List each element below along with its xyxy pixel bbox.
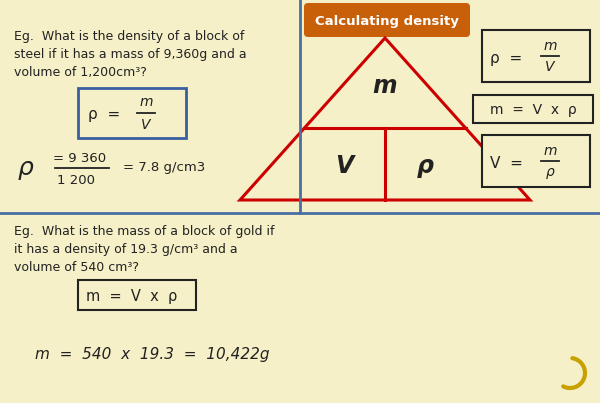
Text: ρ: ρ bbox=[18, 156, 34, 180]
Text: ρ  =: ρ = bbox=[88, 108, 120, 123]
Text: Eg.  What is the density of a block of: Eg. What is the density of a block of bbox=[14, 30, 244, 43]
Text: m: m bbox=[373, 74, 397, 98]
Text: = 7.8 g/cm3: = 7.8 g/cm3 bbox=[123, 162, 205, 174]
Text: ρ: ρ bbox=[545, 165, 554, 179]
Text: V: V bbox=[545, 60, 555, 74]
Text: V: V bbox=[141, 118, 151, 132]
Text: volume of 1,200cm³?: volume of 1,200cm³? bbox=[14, 66, 147, 79]
Text: Calculating density: Calculating density bbox=[315, 15, 459, 27]
Text: ρ: ρ bbox=[417, 154, 434, 178]
Text: m  =  V  x  ρ: m = V x ρ bbox=[86, 289, 178, 303]
Bar bbox=[482, 135, 590, 187]
Bar bbox=[78, 280, 196, 310]
Text: ρ  =: ρ = bbox=[490, 50, 522, 66]
Bar bbox=[301, 1, 599, 212]
Text: = 9 360: = 9 360 bbox=[53, 152, 106, 164]
Text: m  =  540  x  19.3  =  10,422g: m = 540 x 19.3 = 10,422g bbox=[35, 347, 269, 363]
Text: Eg.  What is the mass of a block of gold if: Eg. What is the mass of a block of gold … bbox=[14, 225, 275, 238]
Text: V  =: V = bbox=[490, 156, 523, 170]
Text: m: m bbox=[543, 39, 557, 53]
Text: m: m bbox=[543, 144, 557, 158]
Text: 1 200: 1 200 bbox=[57, 174, 95, 187]
Text: it has a density of 19.3 g/cm³ and a: it has a density of 19.3 g/cm³ and a bbox=[14, 243, 238, 256]
Text: m  =  V  x  ρ: m = V x ρ bbox=[490, 103, 577, 117]
FancyBboxPatch shape bbox=[304, 3, 470, 37]
Bar bbox=[473, 95, 593, 123]
Bar bbox=[482, 30, 590, 82]
Text: volume of 540 cm³?: volume of 540 cm³? bbox=[14, 261, 139, 274]
Text: steel if it has a mass of 9,360g and a: steel if it has a mass of 9,360g and a bbox=[14, 48, 247, 61]
Text: m: m bbox=[139, 95, 153, 109]
Text: V: V bbox=[335, 154, 354, 178]
Bar bbox=[78, 88, 186, 138]
